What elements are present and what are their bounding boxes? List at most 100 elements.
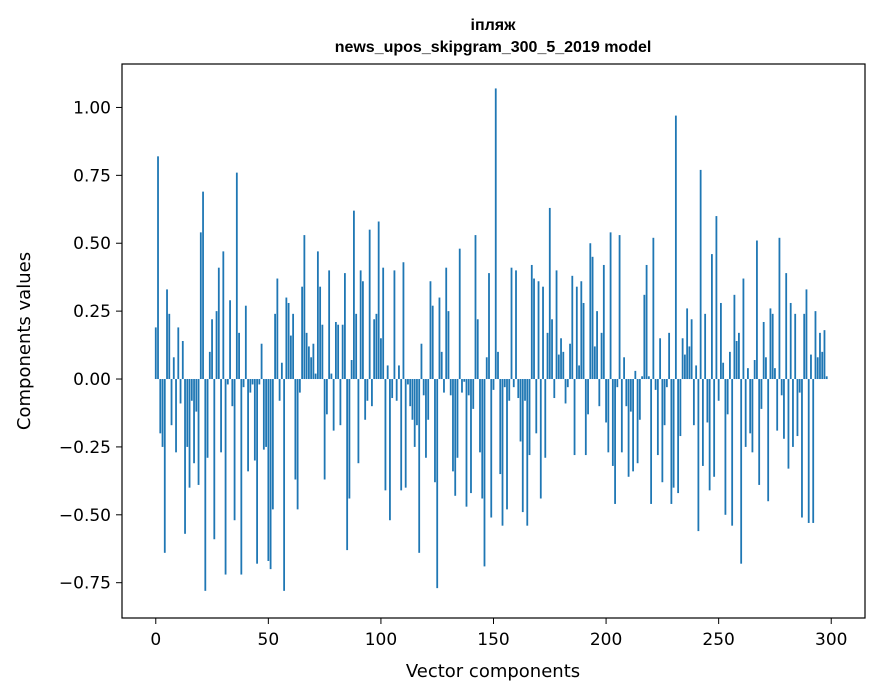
bar-113: [409, 379, 412, 407]
bar-89: [355, 313, 358, 380]
bar-100: [380, 338, 382, 380]
bar-172: [542, 286, 544, 380]
bar-244: [704, 313, 707, 380]
bar-248: [713, 379, 716, 477]
bar-24: [208, 351, 211, 380]
bar-47: [260, 343, 263, 380]
bar-107: [395, 379, 398, 401]
bar-282: [789, 302, 792, 380]
bar-286: [798, 379, 801, 393]
bar-31: [224, 379, 227, 575]
bar-155: [503, 379, 506, 388]
bar-142: [474, 235, 477, 380]
bar-208: [623, 357, 625, 380]
bar-8: [172, 357, 175, 380]
bar-122: [429, 281, 432, 380]
bar-187: [575, 286, 578, 380]
bar-161: [517, 379, 520, 399]
bar-290: [807, 379, 810, 523]
bar-137: [463, 379, 466, 382]
bar-32: [226, 379, 229, 385]
bar-206: [618, 235, 621, 380]
bar-195: [593, 346, 596, 380]
bar-216: [641, 376, 643, 380]
bar-237: [688, 346, 691, 380]
bar-289: [805, 289, 808, 380]
bar-260: [740, 379, 743, 564]
bar-82: [339, 379, 342, 426]
bar-275: [774, 368, 776, 380]
bar-116: [416, 379, 418, 426]
bar-115: [413, 379, 416, 447]
bar-91: [359, 270, 362, 380]
bar-214: [636, 379, 639, 464]
bar-177: [553, 379, 556, 399]
bar-42: [249, 379, 252, 393]
bar-220: [650, 379, 653, 504]
bar-16: [190, 379, 193, 401]
bar-23: [206, 379, 209, 458]
bar-77: [328, 270, 331, 380]
bar-37: [238, 332, 240, 380]
bar-7: [170, 379, 173, 426]
bar-99: [377, 221, 380, 380]
bar-64: [298, 379, 301, 393]
bar-245: [706, 379, 709, 423]
bar-43: [251, 379, 254, 385]
bar-259: [738, 332, 740, 380]
bar-45: [256, 379, 258, 564]
bar-224: [659, 338, 662, 380]
bar-3: [161, 379, 164, 447]
bar-13: [184, 379, 186, 534]
x-tick-label: 300: [815, 630, 847, 650]
bar-84: [344, 273, 346, 380]
bar-265: [751, 379, 754, 453]
bar-179: [557, 354, 560, 380]
bar-234: [681, 338, 684, 380]
bar-53: [274, 313, 276, 380]
bar-294: [816, 357, 819, 380]
bar-228: [668, 332, 671, 380]
bar-292: [812, 379, 815, 523]
bar-5: [166, 289, 168, 380]
bar-97: [373, 319, 376, 380]
bar-88: [353, 210, 355, 380]
bar-74: [321, 324, 324, 380]
bar-139: [467, 379, 470, 396]
bar-90: [357, 379, 360, 464]
bar-257: [733, 294, 736, 380]
bar-129: [445, 267, 448, 380]
bar-191: [584, 379, 587, 456]
bar-48: [262, 379, 265, 450]
bar-85: [346, 379, 349, 551]
bar-76: [325, 379, 328, 415]
bar-240: [695, 365, 698, 380]
bar-231: [674, 115, 677, 380]
bar-127: [440, 351, 443, 380]
bar-271: [765, 357, 767, 380]
bar-215: [638, 379, 641, 420]
bar-49: [265, 379, 267, 447]
bar-0: [154, 327, 157, 380]
y-tick-label: −0.75: [59, 574, 111, 594]
bar-285: [796, 379, 799, 437]
bar-102: [384, 379, 387, 491]
bar-277: [778, 237, 781, 380]
bar-229: [670, 379, 673, 504]
y-tick-label: −0.25: [59, 438, 111, 458]
bar-106: [393, 270, 396, 380]
bar-233: [679, 379, 682, 437]
bar-284: [794, 313, 797, 380]
bar-280: [785, 273, 788, 380]
bar-36: [235, 172, 238, 380]
bar-117: [418, 379, 421, 553]
bar-9: [175, 379, 177, 453]
bar-176: [551, 319, 553, 380]
bar-204: [614, 379, 616, 504]
x-axis-label: Vector components: [406, 661, 580, 682]
bar-52: [271, 379, 274, 510]
bar-34: [231, 379, 234, 407]
bar-29: [220, 379, 222, 453]
bar-166: [528, 379, 531, 456]
